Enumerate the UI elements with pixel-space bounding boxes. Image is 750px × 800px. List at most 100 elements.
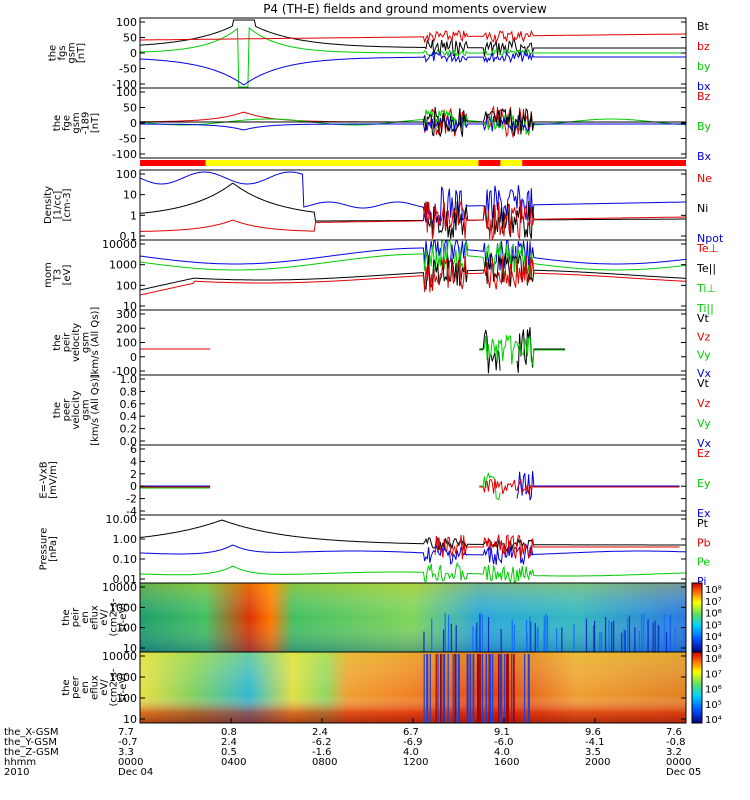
series-line	[140, 29, 686, 44]
legend-entry: Npot	[697, 232, 724, 245]
y-axis-label: [mV/m]	[48, 461, 59, 499]
y-axis-label: peer	[62, 398, 73, 422]
y-axis-label: velocity	[71, 390, 82, 429]
legend-entry: Bz	[697, 90, 711, 103]
y-tick-label: 100	[116, 622, 137, 635]
y-tick-label: 100	[116, 168, 137, 181]
x-tick-label: Dec 04	[118, 767, 153, 778]
y-tick-label: 2	[130, 468, 137, 481]
spectrogram-ion-shade	[140, 583, 686, 652]
x-tick-label: 3.2	[666, 747, 682, 758]
y-axis-label: [cm-3]	[62, 188, 73, 221]
y-axis-label: peir	[71, 607, 82, 627]
y-tick-label: -4	[126, 505, 137, 518]
series-line	[139, 182, 686, 240]
x-tick-label: -1.6	[312, 747, 332, 758]
legend-entry: Vz	[697, 397, 711, 410]
x-tick-label: 3.3	[118, 747, 134, 758]
y-tick-label: 4	[130, 455, 137, 468]
colorbar-tick-label: 10⁶	[705, 609, 722, 620]
y-tick-label: 1	[130, 209, 137, 222]
x-tick-label: 2000	[585, 757, 610, 768]
y-axis-label: [km/s (All Qs)]	[90, 307, 101, 379]
panel-frame	[139, 374, 687, 446]
legend-entry: Vx	[697, 367, 712, 380]
y-tick-label: 10000	[102, 650, 137, 663]
series-line	[140, 199, 686, 241]
colorbar-tick-label: 10³	[705, 644, 722, 655]
legend-entry: by	[697, 60, 711, 73]
y-axis-label: the	[52, 115, 63, 131]
y-axis-label: eflux	[90, 605, 101, 630]
y-axis-label: (cm2-s-	[109, 598, 120, 636]
y-tick-label: -50	[119, 133, 137, 146]
orbit-region-bar	[140, 160, 686, 166]
series-line	[139, 240, 687, 280]
x-tick-label: 0000	[118, 757, 143, 768]
panel-8: 10.00 1.00 0.10 0.01 Pressure[nPa] Pt Pb Pe Pi	[39, 513, 711, 588]
colorbar-tick-label: 10⁴	[705, 632, 722, 643]
legend-entry: Ne	[697, 172, 712, 185]
series-line	[139, 256, 687, 296]
legend-entry: Pe	[697, 556, 710, 569]
x-tick-label: 9.6	[585, 727, 601, 738]
y-tick-label: 0.10	[113, 553, 138, 566]
legend-entry: Vz	[697, 330, 711, 343]
y-axis-label: gsm	[67, 42, 78, 63]
x-axis-row-label: hhmm	[4, 757, 36, 768]
y-axis-label: [nT]	[90, 113, 101, 133]
y-tick-label: 0.0	[120, 435, 138, 448]
series-line	[139, 171, 686, 227]
y-tick-label: 10.00	[106, 513, 138, 526]
spectrogram-electron-shade	[140, 652, 686, 723]
series-line	[139, 108, 686, 136]
series-line	[516, 471, 680, 501]
series-line	[139, 543, 686, 565]
x-tick-label: 4.0	[494, 747, 510, 758]
y-axis-label: [nT]	[76, 43, 87, 63]
x-tick-label: 0800	[312, 757, 337, 768]
series-line	[140, 26, 686, 88]
y-tick-label: 300	[116, 308, 137, 321]
y-axis-label: velocity	[71, 323, 82, 362]
legend-entry: Vy	[697, 417, 711, 430]
y-axis-label: Pressure	[39, 528, 50, 571]
x-tick-label: 1600	[494, 757, 519, 768]
colorbar	[691, 582, 703, 653]
x-tick-label: -0.7	[118, 737, 138, 748]
x-tick-label: 6.7	[403, 727, 419, 738]
y-axis-label: eV/	[99, 679, 110, 696]
x-tick-label: Dec 05	[666, 767, 701, 778]
panel-10: 10000 1000 100 10 thepeerenefluxeV/(cm2-s-sr…	[61, 650, 722, 726]
x-tick-label: 0400	[221, 757, 246, 768]
y-axis-label: en	[80, 611, 91, 624]
legend-entry: Ti||	[696, 302, 714, 315]
legend-entry: Bx	[697, 150, 712, 163]
y-axis-label: the	[61, 609, 72, 625]
y-axis-label: the	[61, 679, 72, 695]
panel-frame	[139, 87, 687, 159]
legend-entry: Pt	[697, 517, 709, 530]
y-tick-label: 0.01	[113, 573, 138, 586]
y-tick-label: 100	[116, 337, 137, 350]
colorbar-tick-label: 10⁵	[705, 700, 722, 711]
x-tick-label: 9.1	[494, 727, 510, 738]
x-tick-label: 1200	[403, 757, 428, 768]
legend-entry: bz	[697, 40, 710, 53]
colorbar	[691, 651, 703, 724]
colorbar-tick-label: 10⁸	[705, 585, 722, 596]
y-tick-label: 50	[123, 102, 137, 115]
y-axis-label: gsm	[81, 399, 92, 420]
x-tick-label: 0000	[666, 757, 691, 768]
series-line	[140, 50, 686, 86]
y-tick-label: 0	[130, 480, 137, 493]
x-tick-label: -6.0	[494, 737, 514, 748]
panel-frame	[139, 239, 687, 311]
y-axis-label: en	[80, 681, 91, 694]
y-tick-label: -100	[112, 78, 137, 91]
legend-entry: Pb	[697, 536, 711, 549]
